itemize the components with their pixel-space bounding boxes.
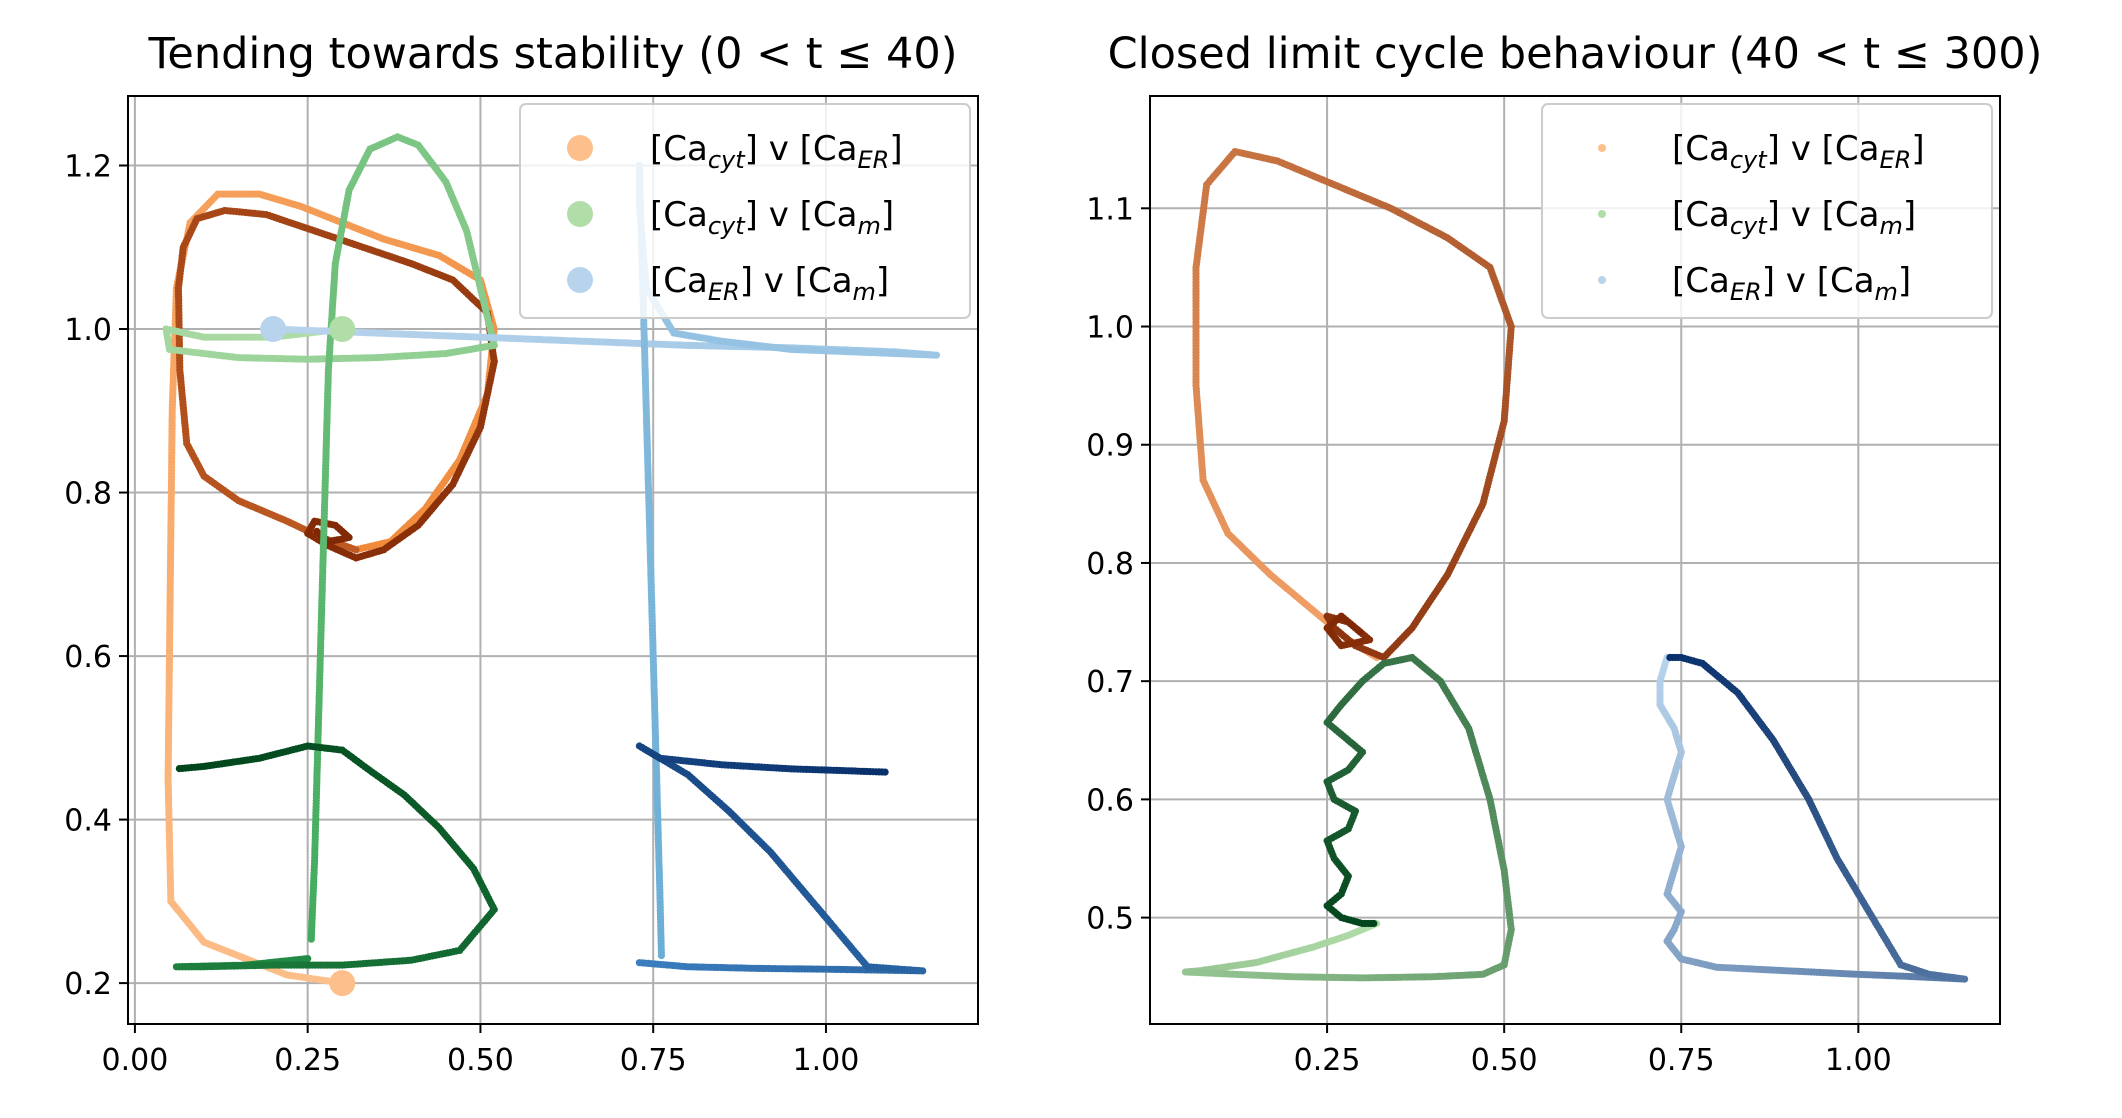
legend: [Cacyt] v [CaER] [Cacyt] v [Cam] [CaER] v … <box>1541 103 1993 319</box>
y-tick-label: 0.8 <box>64 477 112 512</box>
axes-frame <box>1149 95 2001 1025</box>
data-point <box>1356 628 1364 636</box>
y-tick-label: 0.7 <box>1086 665 1134 700</box>
y-tick-label: 0.6 <box>64 640 112 675</box>
legend-marker <box>1598 144 1606 152</box>
series-3 <box>172 742 498 971</box>
y-tick-label: 1.1 <box>1086 192 1134 227</box>
legend-label: [Cacyt] v [Cam] <box>1672 195 1916 240</box>
x-tick-label: 1.00 <box>1825 1043 1892 1078</box>
x-tick-label: 0.75 <box>620 1043 687 1078</box>
x-tick-label: 1.00 <box>793 1043 860 1078</box>
legend-label: [Cacyt] v [CaER] <box>650 129 903 174</box>
legend-marker <box>567 267 593 293</box>
x-tick-label: 0.50 <box>1471 1043 1538 1078</box>
axes-frame <box>127 95 979 1025</box>
left-subplot: 0.00 0.25 0.50 0.75 1.00 0.2 0.4 0.6 0.8 1.0 1.2 Te… <box>64 29 979 1078</box>
legend-label: [CaER] v [Cam] <box>1672 261 1911 306</box>
series-2 <box>1656 653 1969 983</box>
legend-label: [Cacyt] v [CaER] <box>1672 129 1925 174</box>
right-subplot: 0.25 0.50 0.75 1.00 0.5 0.6 0.7 0.8 0.9 1.0 1.1 Clo… <box>1086 29 2042 1078</box>
y-tick-label: 0.8 <box>1086 547 1134 582</box>
data-point <box>657 952 666 960</box>
data-point <box>1370 919 1378 928</box>
x-tick-label: 0.75 <box>1648 1043 1715 1078</box>
legend: [Cacyt] v [CaER] [Cacyt] v [Cam] [CaER] v … <box>519 103 971 319</box>
legend-marker <box>1598 276 1606 284</box>
subplot-title: Tending towards stability (0 < t ≤ 40) <box>147 29 957 79</box>
legend-marker <box>567 201 593 227</box>
y-tick-label: 0.9 <box>1086 429 1134 464</box>
data-point <box>175 765 183 773</box>
start-marker <box>329 316 356 343</box>
x-tick-label: 0.00 <box>102 1043 169 1078</box>
y-tick-label: 1.0 <box>1086 311 1134 346</box>
y-tick-label: 1.2 <box>64 149 112 184</box>
legend-label: [CaER] v [Cam] <box>650 261 889 306</box>
legend-label: [Cacyt] v [Cam] <box>650 195 894 240</box>
y-tick-label: 1.0 <box>64 313 112 348</box>
legend-box <box>519 103 971 319</box>
data-point <box>313 527 321 536</box>
subplot-title: Closed limit cycle behaviour (40 < t ≤ 3… <box>1108 29 2043 79</box>
y-tick-label: 0.6 <box>1086 783 1134 818</box>
legend-box <box>1541 103 1993 319</box>
data-point <box>881 768 889 776</box>
start-marker <box>260 316 287 343</box>
series-1 <box>174 206 498 562</box>
legend-marker <box>567 135 593 161</box>
start-marker <box>329 970 356 997</box>
x-tick-label: 0.50 <box>447 1043 514 1078</box>
x-tick-label: 0.25 <box>1294 1043 1361 1078</box>
series-0 <box>1192 148 1515 662</box>
y-tick-label: 0.2 <box>64 967 112 1002</box>
legend-marker <box>1598 210 1606 218</box>
x-tick-label: 0.25 <box>274 1043 341 1078</box>
data-point <box>1666 653 1674 662</box>
series-5 <box>635 742 927 975</box>
series-1 <box>1181 653 1515 982</box>
data-point <box>307 935 315 943</box>
y-tick-label: 0.4 <box>64 804 112 839</box>
y-tick-label: 0.5 <box>1086 902 1134 937</box>
